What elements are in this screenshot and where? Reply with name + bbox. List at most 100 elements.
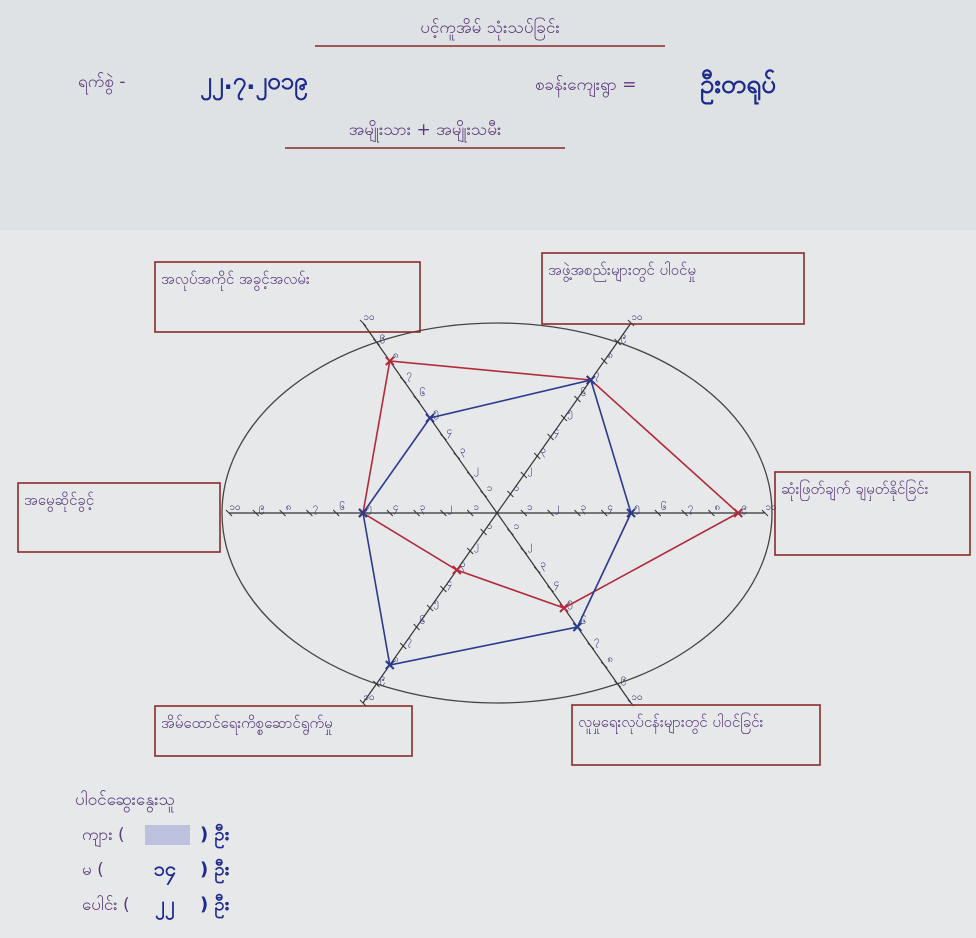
tick-label: ၇ (406, 369, 412, 382)
tick-label: ၄ (607, 502, 613, 515)
tick-label: ၅ (567, 597, 573, 610)
tick-mark (373, 680, 380, 688)
axis-box (774, 471, 971, 556)
vertex-marker (452, 565, 462, 575)
tick-label: ၄ (554, 578, 560, 591)
tick-mark (252, 509, 260, 517)
tick-label: ၁၀ (363, 312, 374, 323)
tick-mark (466, 471, 474, 479)
tick-label: ၃ (420, 502, 426, 515)
axis-box (154, 261, 421, 333)
axis-label: ဆုံးဖြတ်ချက် ချမှတ်နိုင်ခြင်း (781, 480, 929, 498)
tick-label: ၈ (286, 502, 292, 513)
tick-label: ၁ (487, 483, 493, 494)
axis-box (571, 704, 821, 766)
tick-label: ၁၀ (229, 502, 240, 513)
tick-mark (600, 509, 608, 517)
axis-label-wrap: အိမ်ထောင်ရေးကိစ္စဆောင်ရွက်မှု (161, 714, 333, 732)
tick-label: ၄ (554, 426, 560, 439)
village: ဦးတရုပ် (700, 69, 776, 106)
tick-mark (614, 680, 621, 688)
tick-mark (359, 319, 367, 327)
tick-mark (480, 490, 487, 498)
tick-mark (681, 509, 688, 517)
tick-label: ၂ (474, 464, 479, 477)
tick-mark (440, 509, 447, 517)
participants-heading: ပါဝင်ဆွေးနွေးသူ (75, 789, 175, 813)
participant-count: ၁၄ (154, 857, 177, 886)
paper-fold (0, 0, 976, 230)
axis-label: အဖွဲ့အစည်းများတွင် ပါဝင်မှု (548, 261, 696, 279)
tick-label: ၈ (393, 350, 399, 361)
axis-label: အမွေဆိုင်ခွင့် (24, 491, 95, 509)
date-label: ရက်စွဲ - (78, 72, 126, 95)
axis-box (17, 482, 221, 553)
tick-label: ၁ (473, 502, 479, 513)
tick-mark (547, 433, 554, 441)
tick-mark (225, 509, 233, 517)
vertex-marker (358, 508, 368, 518)
axis-label-wrap: ဆုံးဖြတ်ချက် ချမှတ်နိုင်ခြင်း (781, 480, 929, 498)
axis-label: အလုပ်အကိုင် အခွင့်အလမ်း (161, 270, 310, 288)
tick-mark (399, 376, 407, 384)
tick-label: ၂ (554, 502, 559, 515)
tick-label: ၅ (433, 407, 439, 420)
outer-ellipse (221, 322, 773, 704)
tick-mark (440, 585, 447, 593)
tick-mark (466, 547, 474, 555)
vertex-marker (385, 356, 395, 366)
tick-label: ၉ (380, 673, 386, 686)
tick-label: ၂ (527, 540, 532, 553)
tick-mark (587, 642, 595, 650)
tick-label: ၁ (514, 521, 520, 532)
tick-mark (761, 509, 769, 517)
tick-mark (574, 395, 581, 403)
tick-mark (466, 509, 474, 517)
tick-mark (399, 642, 407, 650)
tick-mark (520, 509, 528, 517)
tick-mark (547, 509, 554, 517)
participant-label: ကျား ( (82, 825, 125, 848)
tick-mark (507, 490, 514, 498)
tick-mark (547, 585, 554, 593)
vertex-marker (733, 508, 743, 518)
tick-label: ၂ (447, 502, 452, 515)
tick-mark (627, 319, 635, 327)
participants: ပါဝင်ဆွေးနွေးသူ ကျား () ဦးမ (၁၄) ဦးပေါင်… (75, 789, 229, 921)
tick-label: ၉ (259, 502, 265, 515)
tick-label: ၁ (487, 521, 493, 532)
tick-label: ၃ (460, 445, 466, 458)
tick-mark (614, 338, 621, 346)
tick-mark (413, 623, 420, 631)
tick-label: ၉ (741, 502, 747, 515)
tick-label: ၇ (406, 635, 412, 648)
tick-mark (560, 414, 568, 422)
tick-mark (332, 509, 340, 517)
tick-label: ၄ (393, 502, 399, 515)
tick-label: ၃ (540, 559, 546, 572)
tick-mark (600, 357, 608, 365)
tick-label: ၁ (527, 502, 533, 513)
tick-label: ၆ (581, 386, 587, 399)
tick-mark (440, 433, 447, 441)
tick-label: ၅ (433, 597, 439, 610)
tick-label: ၈ (715, 502, 721, 513)
tick-label: ၇ (313, 502, 319, 515)
axis-box (541, 252, 805, 325)
tick-mark (533, 452, 541, 460)
axis-label: အိမ်ထောင်ရေးကိစ္စဆောင်ရွက်မှု (161, 714, 333, 732)
tick-label: ၂ (527, 464, 532, 477)
tick-label: ၉ (621, 673, 627, 686)
tick-mark (359, 699, 367, 707)
tick-label: ၇ (594, 635, 600, 648)
participant-label: ပေါင်း ( (82, 894, 130, 915)
vertex-marker (559, 603, 569, 613)
tick-label: ၈ (607, 350, 613, 361)
tick-label: ၃ (460, 559, 466, 572)
tick-label: ၁၀ (363, 692, 374, 703)
tick-label: ၅ (567, 407, 573, 420)
tick-mark (413, 509, 420, 517)
axis-label-wrap: အလုပ်အကိုင် အခွင့်အလမ်း (161, 270, 310, 288)
blurred-count (145, 825, 190, 845)
axis-label-wrap: လူမှုရေးလုပ်ငန်းများတွင် ပါဝင်ခြင်း (578, 713, 763, 731)
